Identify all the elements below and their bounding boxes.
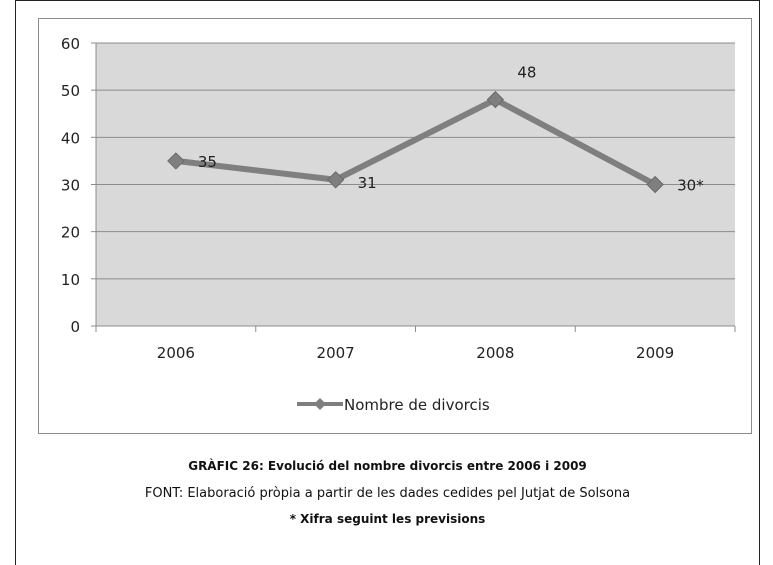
figure-caption-source: FONT: Elaboració pròpia a partir de les … [144, 486, 631, 501]
data-label: 48 [517, 64, 536, 82]
data-point-marker [167, 152, 185, 170]
y-tick-label: 30 [61, 177, 80, 195]
data-label: 31 [358, 174, 377, 192]
legend-label: Nombre de divorcis [344, 396, 490, 414]
chart-container: 0 10 20 30 40 50 60 2006 2007 2008 2009 35 31 48 30* No… [38, 18, 752, 434]
line-chart: 0 10 20 30 40 50 60 2006 2007 2008 2009 35 31 48 30* No… [61, 35, 736, 414]
x-tick-label: 2007 [317, 344, 355, 362]
data-label: 30* [677, 177, 704, 195]
data-point-marker [486, 90, 505, 109]
data-label: 35 [198, 153, 217, 171]
data-point-marker [646, 175, 664, 194]
figure-caption-title: GRÀFIC 26: Evolució del nombre divorcis … [188, 459, 587, 473]
page-frame [15, 0, 760, 565]
y-tick-label: 50 [61, 82, 80, 100]
series-line [172, 96, 659, 188]
y-tick-label: 20 [61, 224, 80, 242]
figure-caption-note: * Xifra seguint les previsions [289, 512, 486, 526]
y-tick-label: 60 [61, 35, 80, 53]
y-tick-label: 0 [70, 318, 80, 336]
data-point-marker [326, 171, 345, 189]
x-tick-label: 2009 [636, 344, 674, 362]
y-tick-label: 40 [61, 129, 80, 147]
y-tick-label: 10 [61, 271, 80, 289]
x-tick-label: 2008 [476, 344, 514, 362]
legend-marker-swatch [314, 398, 326, 410]
x-tick-label: 2006 [157, 344, 195, 362]
